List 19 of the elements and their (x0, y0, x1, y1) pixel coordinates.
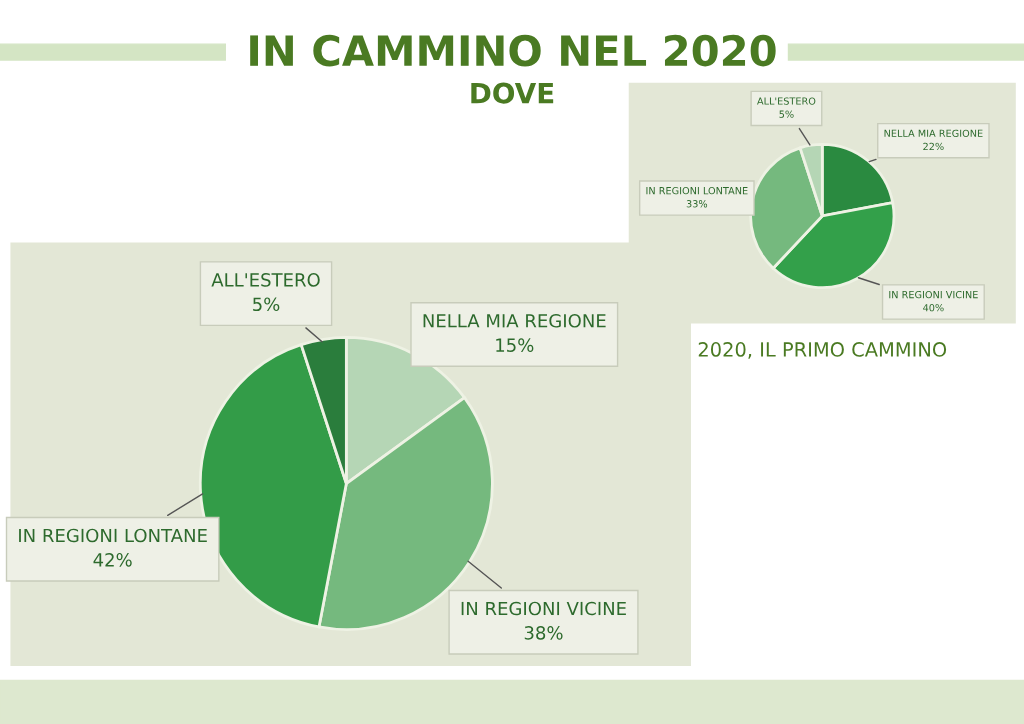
slice-label: IN REGIONI LONTANE (19, 528, 207, 543)
chart-title: IN CAMMINO NEL 2020 (250, 34, 776, 67)
slice-label: NELLA MIA REGIONE (884, 129, 983, 137)
data-label: 15% (496, 338, 534, 352)
text: 2020, IL PRIMO CAMMINO (698, 342, 947, 359)
data-label: 40% (923, 304, 944, 312)
slice-label: ALL'ESTERO (757, 97, 816, 105)
slice-label: IN REGIONI VICINE (461, 601, 626, 616)
slice-label: IN REGIONI LONTANE (646, 186, 748, 195)
chart-subtitle: DOVE (471, 82, 554, 104)
data-label: 22% (923, 142, 944, 151)
slice-label: IN REGIONI VICINE (889, 290, 978, 299)
data-label: 5% (779, 110, 794, 118)
data-label: 38% (524, 626, 563, 640)
data-label: 42% (93, 552, 132, 567)
data-label: 33% (686, 200, 708, 208)
slice-label: ALL'ESTERO (211, 273, 320, 287)
data-label: 5% (253, 297, 280, 312)
slice-label: NELLA MIA REGIONE (423, 313, 606, 328)
